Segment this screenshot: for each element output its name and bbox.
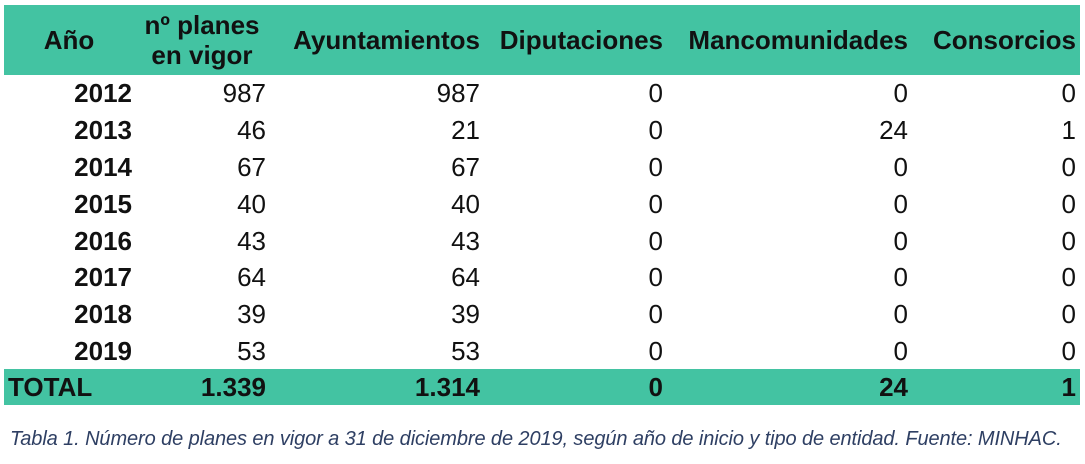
cell-planes: 987 (222, 78, 266, 109)
cell-consorcios: 1 (1061, 115, 1076, 146)
cell-diputaciones: 0 (648, 188, 663, 219)
cell-diputaciones: 0 (648, 225, 663, 256)
cell-year: 2014 (74, 151, 132, 182)
cell-mancomunidades: 0 (893, 78, 908, 109)
cell-planes: 39 (237, 299, 266, 330)
cell-ayuntamientos: 53 (451, 335, 480, 366)
header-planes-line2: en vigor (151, 40, 253, 70)
header-consorcios: Consorcios (932, 25, 1076, 55)
table-row: 2015 40 40 0 0 0 (4, 185, 1080, 222)
cell-planes: 64 (237, 262, 266, 293)
cell-consorcios: 0 (1061, 262, 1076, 293)
cell-consorcios: 0 (1061, 151, 1076, 182)
cell-planes: 46 (237, 115, 266, 146)
cell-year: 2012 (74, 78, 132, 109)
table-row: 2019 53 53 0 0 0 (4, 333, 1080, 370)
cell-mancomunidades: 0 (893, 151, 908, 182)
total-diputaciones: 0 (648, 372, 663, 403)
cell-year: 2015 (74, 188, 132, 219)
cell-consorcios: 0 (1061, 335, 1076, 366)
cell-year: 2016 (74, 225, 132, 256)
table-row: 2012 987 987 0 0 0 (4, 75, 1080, 112)
cell-mancomunidades: 0 (893, 225, 908, 256)
table-row: 2018 39 39 0 0 0 (4, 296, 1080, 333)
cell-diputaciones: 0 (648, 335, 663, 366)
cell-ayuntamientos: 43 (451, 225, 480, 256)
cell-ayuntamientos: 39 (451, 299, 480, 330)
total-mancomunidades: 24 (879, 372, 908, 403)
table-caption: Tabla 1. Número de planes en vigor a 31 … (10, 428, 1062, 450)
total-row: TOTAL 1.339 1.314 0 24 1 (4, 369, 1080, 406)
cell-mancomunidades: 0 (893, 335, 908, 366)
cell-ayuntamientos: 64 (451, 262, 480, 293)
total-ayuntamientos: 1.314 (414, 372, 480, 403)
cell-ayuntamientos: 987 (436, 78, 480, 109)
header-diputaciones: Diputaciones (499, 25, 663, 55)
total-consorcios: 1 (1061, 372, 1076, 403)
cell-year: 2017 (74, 262, 132, 293)
header-ayuntamientos: Ayuntamientos (293, 25, 480, 55)
cell-diputaciones: 0 (648, 262, 663, 293)
cell-mancomunidades: 0 (893, 188, 908, 219)
table-row: 2013 46 21 0 24 1 (4, 112, 1080, 149)
cell-ayuntamientos: 67 (451, 151, 480, 182)
cell-mancomunidades: 0 (893, 299, 908, 330)
header-planes: nº planes en vigor (134, 5, 270, 75)
cell-year: 2019 (74, 335, 132, 366)
table-header-row: Año nº planes en vigor Ayuntamientos Dip… (4, 5, 1080, 75)
header-mancomunidades: Mancomunidades (688, 25, 908, 55)
cell-planes: 43 (237, 225, 266, 256)
cell-mancomunidades: 0 (893, 262, 908, 293)
total-label: TOTAL (8, 372, 93, 403)
cell-year: 2018 (74, 299, 132, 330)
header-year: Año (43, 25, 95, 55)
cell-mancomunidades: 24 (879, 115, 908, 146)
cell-planes: 67 (237, 151, 266, 182)
cell-planes: 40 (237, 188, 266, 219)
table-row: 2016 43 43 0 0 0 (4, 222, 1080, 259)
cell-consorcios: 0 (1061, 225, 1076, 256)
cell-consorcios: 0 (1061, 188, 1076, 219)
cell-ayuntamientos: 21 (451, 115, 480, 146)
cell-consorcios: 0 (1061, 299, 1076, 330)
cell-ayuntamientos: 40 (451, 188, 480, 219)
cell-diputaciones: 0 (648, 115, 663, 146)
plans-table: Año nº planes en vigor Ayuntamientos Dip… (4, 5, 1080, 406)
header-planes-line1: nº planes (144, 10, 260, 40)
cell-consorcios: 0 (1061, 78, 1076, 109)
cell-planes: 53 (237, 335, 266, 366)
cell-diputaciones: 0 (648, 151, 663, 182)
total-planes: 1.339 (200, 372, 266, 403)
table-row: 2017 64 64 0 0 0 (4, 259, 1080, 296)
cell-diputaciones: 0 (648, 78, 663, 109)
cell-year: 2013 (74, 115, 132, 146)
table-row: 2014 67 67 0 0 0 (4, 149, 1080, 186)
cell-diputaciones: 0 (648, 299, 663, 330)
